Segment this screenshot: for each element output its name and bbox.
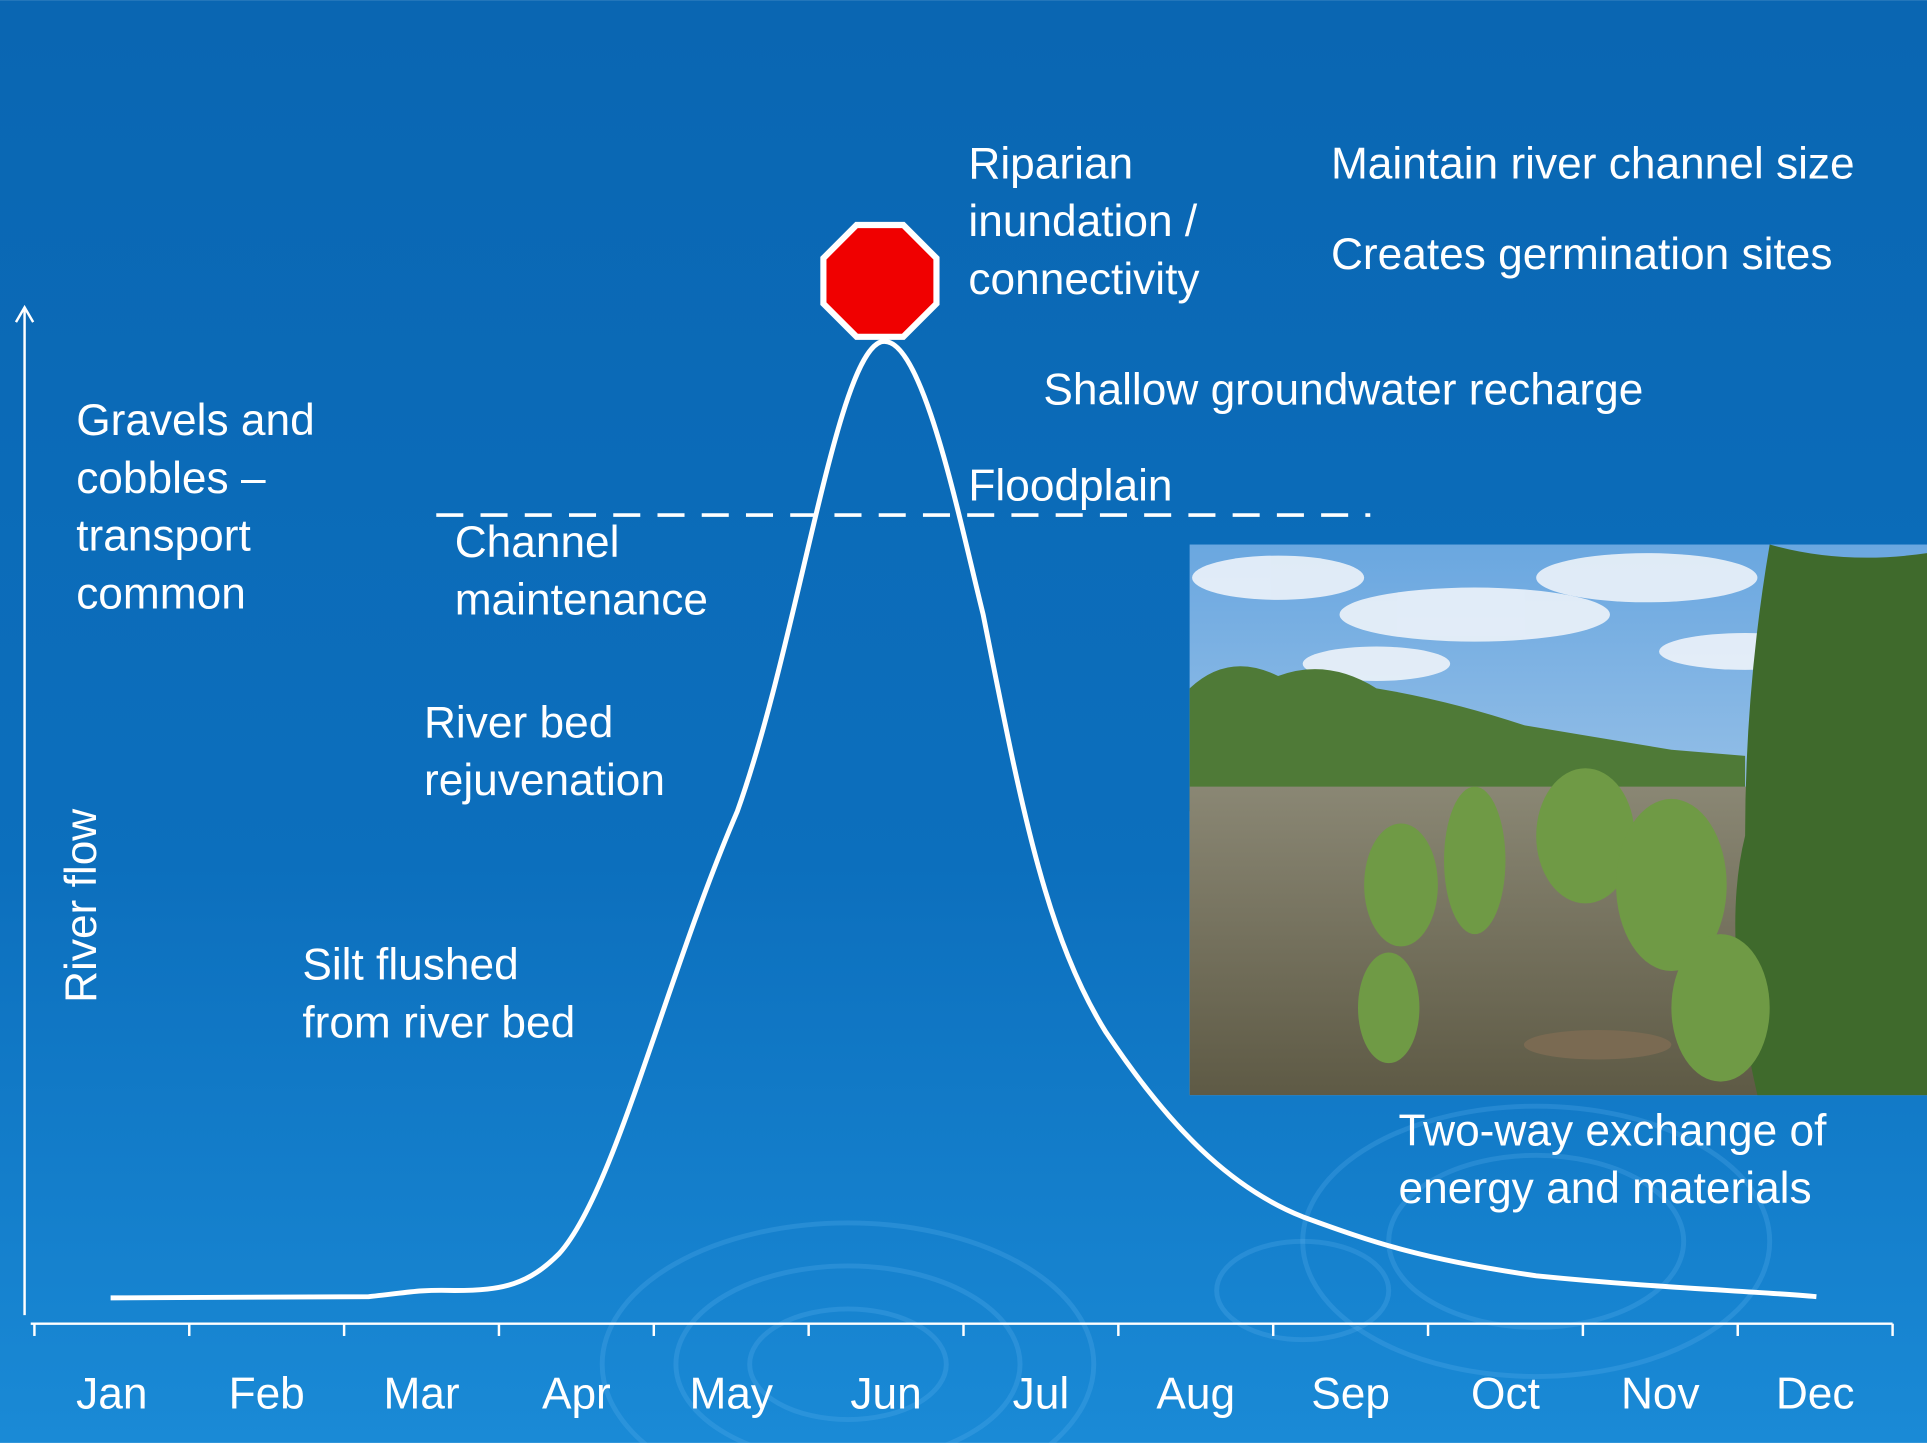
annotation: rejuvenation (424, 756, 665, 805)
month-label: Jan (76, 1369, 147, 1418)
annotation: transport (76, 512, 251, 561)
annotation: Gravels and (76, 396, 315, 445)
annotation: energy and materials (1399, 1164, 1812, 1213)
slide: Jan Feb Mar Apr May Jun Jul Aug Sep Oct Nov Dec Riv… (0, 0, 1927, 1443)
month-label: Dec (1776, 1369, 1855, 1418)
month-label: Jun (850, 1369, 921, 1418)
month-label: Mar (383, 1369, 459, 1418)
stop-sign (823, 225, 936, 337)
annotation: Silt flushed (302, 941, 518, 990)
month-label: Oct (1471, 1369, 1540, 1418)
annotation: cobbles – (76, 454, 266, 503)
y-axis-label: River flow (57, 808, 106, 1003)
annotation: River bed (424, 698, 613, 747)
floodplain-label: Floodplain (968, 461, 1172, 510)
river-photo (1190, 545, 1927, 1096)
annotation: Riparian (968, 139, 1133, 188)
annotation: maintenance (455, 576, 708, 625)
annotation: common (76, 569, 246, 618)
month-label: Aug (1156, 1369, 1235, 1418)
month-label: Feb (229, 1369, 305, 1418)
month-label: Apr (542, 1369, 611, 1418)
month-label: May (689, 1369, 773, 1418)
annotation: Two-way exchange of (1399, 1106, 1828, 1155)
annotation: Maintain river channel size (1331, 139, 1855, 188)
annotation: connectivity (968, 255, 1200, 304)
month-label: Jul (1013, 1369, 1070, 1418)
annotation: Channel (455, 518, 620, 567)
annotation: Shallow groundwater recharge (1043, 365, 1643, 414)
annotation: from river bed (302, 998, 575, 1047)
month-label: Nov (1621, 1369, 1700, 1418)
annotation: Creates germination sites (1331, 230, 1833, 279)
annotation: inundation / (968, 197, 1197, 246)
month-label: Sep (1311, 1369, 1390, 1418)
